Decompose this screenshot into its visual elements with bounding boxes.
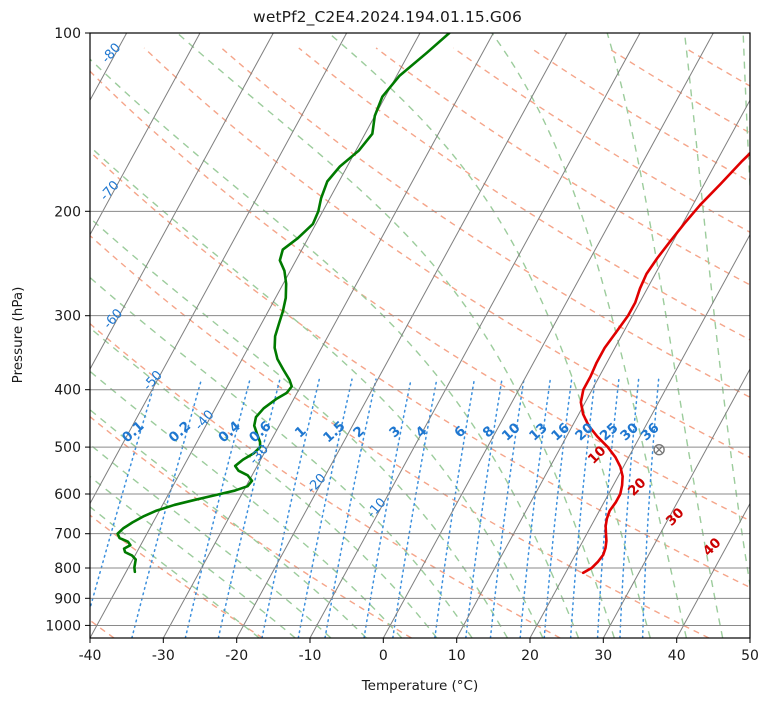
y-tick-label: 200	[54, 204, 81, 220]
dry-adiabat-line	[298, 47, 750, 341]
mixing-ratio-line	[596, 378, 620, 638]
moist-adiabat-line	[683, 33, 750, 589]
isotherm-line	[236, 33, 568, 638]
y-tick-label: 900	[54, 591, 81, 607]
moist-adiabat-line	[90, 475, 296, 638]
dry-adiabat-line	[375, 47, 750, 286]
isotherm-line	[90, 33, 274, 371]
y-tick-label: 100	[54, 26, 81, 42]
mixing-ratio-line	[324, 378, 377, 638]
moist-adiabat-line	[90, 370, 403, 638]
moist-adiabat-line	[491, 33, 688, 638]
x-tick-label: -40	[79, 648, 102, 664]
x-tick-label: 10	[448, 648, 466, 664]
mixing-ratio-line	[363, 378, 412, 638]
mixing-ratio-line	[131, 378, 203, 638]
moist-adiabat-line	[176, 33, 615, 638]
isotherm-line	[382, 33, 714, 638]
mixing-ratio-line	[519, 378, 552, 638]
y-tick-label: 800	[54, 561, 81, 577]
dry-adiabat-line	[90, 415, 412, 638]
isobar-lines	[90, 33, 750, 626]
dry-adiabat-line	[143, 47, 750, 459]
mixing-ratio-line	[641, 378, 660, 638]
x-axis-label: Temperature (°C)	[361, 678, 479, 694]
moist-adiabat-line	[90, 505, 260, 638]
chart-title: wetPf2_C2E4.2024.194.01.15.G06	[253, 8, 522, 26]
dry-adiabat-line	[221, 47, 750, 399]
sounding-profiles	[116, 33, 750, 575]
moist-adiabat-line	[90, 443, 332, 638]
lcl-marker	[653, 444, 665, 456]
isotherm-line	[162, 33, 494, 638]
dry-adiabat-line	[90, 322, 561, 638]
y-tick-label: 600	[54, 487, 81, 503]
moist-adiabat-line	[90, 326, 438, 638]
moist-adiabat-line	[90, 58, 580, 638]
x-axis-ticks: -40 -30 -20 -10 0 10 20 30 40 50	[79, 638, 759, 664]
x-tick-label: 50	[741, 648, 759, 664]
x-tick-label: -20	[225, 648, 248, 664]
isotherm-line	[309, 33, 641, 638]
isotherm-line	[90, 33, 421, 638]
x-tick-label: -30	[152, 648, 175, 664]
mixing-ratio-line	[543, 378, 573, 638]
x-tick-label: 40	[668, 648, 686, 664]
y-axis-ticks: 100 200 300 400 500 600 700 800 900 1000	[45, 26, 90, 634]
moist-adiabat-line	[606, 33, 724, 638]
isotherm-line	[90, 33, 201, 236]
mixing-ratio-line	[619, 378, 640, 638]
mixing-ratio-lines	[90, 378, 660, 638]
mixing-ratio-line	[297, 378, 353, 638]
parcel-markers	[653, 444, 665, 456]
y-tick-label: 1000	[45, 618, 81, 634]
mixing-ratio-line	[217, 378, 281, 638]
moist-adiabat-line	[328, 33, 651, 638]
isotherm-line	[0, 33, 53, 638]
y-tick-label: 700	[54, 527, 81, 543]
mixing-ratio-line	[569, 378, 596, 638]
x-tick-label: -10	[299, 648, 322, 664]
isotherm-line	[529, 233, 750, 638]
y-axis-label: Pressure (hPa)	[10, 287, 26, 384]
isotherm-line	[90, 33, 348, 505]
plot-background	[90, 33, 750, 638]
mixing-ratio-line	[392, 378, 438, 638]
mixing-ratio-line	[434, 378, 476, 638]
mixing-ratio-line	[261, 378, 321, 638]
y-tick-label: 400	[54, 383, 81, 399]
isotherm-lines	[0, 33, 750, 638]
mixing-ratio-line	[489, 378, 525, 638]
x-tick-label: 0	[379, 648, 388, 664]
y-tick-label: 500	[54, 440, 81, 456]
mixing-ratio-line	[465, 378, 503, 638]
temperature-profile-line	[579, 151, 750, 575]
dry-adiabat-line	[90, 70, 750, 522]
y-tick-label: 300	[54, 309, 81, 325]
isotherm-line	[676, 502, 750, 638]
x-tick-label: 20	[521, 648, 539, 664]
plot-border	[89, 32, 751, 639]
x-tick-label: 30	[594, 648, 612, 664]
moist-adiabat-line	[90, 145, 544, 638]
isotherm-line	[749, 636, 750, 638]
moist-adiabat-lines	[90, 33, 750, 638]
mixing-ratio-line	[184, 378, 251, 638]
isotherm-line	[602, 368, 750, 638]
mixing-ratio-line	[90, 378, 157, 612]
lcl-marker-cross	[655, 446, 663, 454]
isotherm-line	[456, 99, 750, 638]
dewpoint-profile-line	[116, 33, 451, 574]
dry-adiabat-line	[763, 48, 775, 638]
